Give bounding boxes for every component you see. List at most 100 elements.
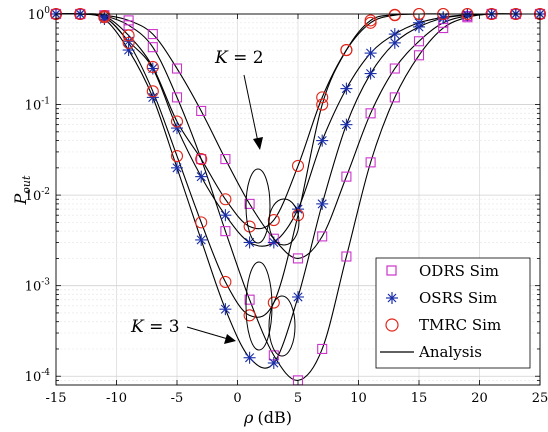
- marker-osrs-sim-k3: [413, 20, 425, 33]
- marker-tmrc-sim-k2: [195, 153, 208, 166]
- analysis-curve-odrs-sim-k2: [55, 13, 540, 259]
- k2-ellipse-left: [245, 168, 271, 244]
- annotation-k3: K = 3: [130, 317, 180, 337]
- marker-osrs-sim-k2: [219, 209, 232, 222]
- marker-osrs-sim-k2: [316, 134, 329, 147]
- marker-osrs-sim-k2: [340, 82, 353, 95]
- x-tick-label: 5: [294, 391, 302, 406]
- marker-osrs-sim-k3: [267, 356, 280, 369]
- marker-odrs-sim-k2: [389, 63, 400, 74]
- marker-osrs-sim-k2: [364, 47, 377, 60]
- annotation-k2: K = 2: [214, 48, 264, 68]
- legend-label-analysis: Analysis: [418, 343, 482, 361]
- marker-odrs-sim-k3: [317, 343, 328, 355]
- axes: -15 -10 -5 0 5 10 15 20 25 10-4 10-3 10-2 10-1 100: [25, 6, 548, 406]
- k3-ellipse-right: [268, 295, 296, 357]
- marker-osrs-sim-k3: [388, 36, 401, 49]
- marker-odrs-sim-k2: [171, 63, 183, 74]
- legend-marker-odrs: [386, 265, 397, 276]
- marker-tmrc-sim-k3: [316, 98, 329, 111]
- marker-tmrc-sim-k2: [170, 115, 184, 128]
- marker-tmrc-sim-k2: [291, 159, 305, 172]
- marker-osrs-sim-k3: [364, 67, 377, 80]
- marker-odrs-sim-k2: [196, 105, 207, 116]
- marker-odrs-sim-k3: [220, 226, 231, 237]
- marker-odrs-sim-k2: [292, 253, 304, 264]
- legend-marker-osrs: [386, 292, 398, 304]
- marker-osrs-sim-k3: [316, 197, 329, 210]
- marker-tmrc-sim-k3: [146, 85, 159, 98]
- marker-osrs-sim-k3: [195, 233, 208, 246]
- x-axis-label: ρ (dB): [243, 408, 292, 427]
- y-tick-label: 10-3: [25, 278, 51, 295]
- x-tick-label: 15: [411, 391, 428, 406]
- marker-odrs-sim-k3: [341, 251, 352, 262]
- y-tick-label: 10-1: [25, 97, 50, 114]
- marker-osrs-sim-k2: [243, 236, 256, 249]
- marker-odrs-sim-k3: [413, 50, 425, 61]
- marker-tmrc-sim-k3: [122, 36, 135, 49]
- marker-tmrc-sim-k3: [267, 296, 280, 309]
- k2-ellipse-right: [268, 198, 300, 246]
- simulation-markers: [49, 7, 547, 386]
- annotations: K = 2 K = 3: [130, 48, 300, 357]
- x-tick-label: -10: [106, 391, 127, 406]
- marker-tmrc-sim-k3: [364, 14, 377, 27]
- marker-odrs-sim-k2: [220, 154, 231, 165]
- marker-osrs-sim-k3: [219, 303, 232, 316]
- legend-marker-tmrc: [385, 318, 399, 332]
- marker-tmrc-sim-k3: [291, 209, 305, 222]
- marker-osrs-sim-k3: [146, 91, 159, 104]
- marker-odrs-sim-k3: [171, 92, 183, 103]
- legend-label-odrs: ODRS Sim: [419, 262, 499, 280]
- marker-tmrc-sim-k3: [170, 149, 184, 163]
- marker-tmrc-sim-k3: [388, 8, 401, 21]
- x-tick-label: -5: [171, 391, 184, 406]
- marker-tmrc-sim-k3: [195, 216, 208, 229]
- marker-osrs-sim-k3: [292, 290, 304, 303]
- legend-label-osrs: OSRS Sim: [419, 289, 497, 307]
- marker-odrs-sim-k2: [244, 198, 255, 209]
- marker-osrs-sim-k2: [195, 170, 208, 183]
- k2-arrowhead: [253, 137, 263, 150]
- marker-tmrc-sim-k3: [340, 43, 353, 57]
- marker-odrs-sim-k2: [317, 231, 328, 242]
- x-tick-label: 25: [532, 391, 548, 406]
- marker-odrs-sim-k3: [147, 42, 158, 53]
- x-tick-label: 0: [233, 391, 241, 406]
- marker-osrs-sim-k2: [171, 122, 183, 135]
- marker-tmrc-sim-k3: [219, 275, 232, 288]
- marker-tmrc-sim-k2: [316, 91, 329, 104]
- marker-odrs-sim-k3: [365, 157, 376, 168]
- k3-arrow: [186, 326, 229, 340]
- k3-arrowhead: [224, 334, 236, 344]
- y-axis-label: Pout: [11, 175, 33, 205]
- x-tick-label: 20: [471, 391, 488, 406]
- k2-arrow: [243, 74, 259, 143]
- x-tick-label: -15: [46, 391, 67, 406]
- y-tick-label: 10-2: [25, 187, 50, 204]
- marker-tmrc-sim-k2: [146, 60, 159, 74]
- marker-osrs-sim-k3: [340, 118, 353, 131]
- marker-odrs-sim-k3: [244, 294, 255, 305]
- marker-odrs-sim-k3: [389, 92, 400, 103]
- y-tick-label: 10-4: [25, 368, 51, 385]
- marker-tmrc-sim-k3: [243, 309, 256, 322]
- marker-odrs-sim-k2: [413, 36, 425, 47]
- y-tick-label: 100: [28, 6, 51, 23]
- marker-osrs-sim-k3: [243, 351, 256, 364]
- x-tick-label: 10: [350, 391, 367, 406]
- marker-odrs-sim-k2: [341, 171, 352, 182]
- legend-box: [375, 257, 531, 369]
- marker-odrs-sim-k3: [196, 154, 207, 165]
- marker-tmrc-sim-k3: [98, 11, 111, 24]
- marker-tmrc-sim-k2: [219, 193, 232, 206]
- marker-tmrc-sim-k2: [267, 214, 280, 227]
- legend: ODRS Sim OSRS Sim TMRC Sim Analysis: [375, 257, 531, 369]
- legend-label-tmrc: TMRC Sim: [419, 316, 501, 334]
- marker-osrs-sim-k3: [171, 161, 183, 174]
- marker-odrs-sim-k2: [147, 29, 158, 40]
- marker-odrs-sim-k2: [365, 108, 376, 119]
- marker-tmrc-sim-k2: [122, 29, 135, 42]
